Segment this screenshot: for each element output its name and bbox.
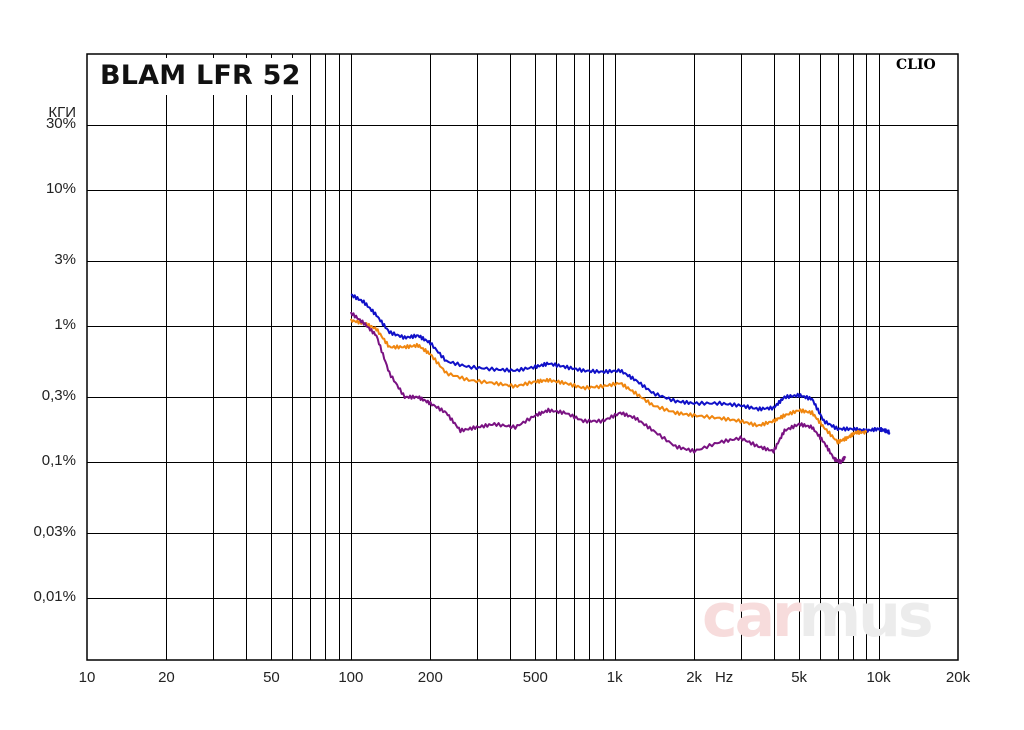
watermark: carmus xyxy=(702,586,934,646)
x-tick-label: 20 xyxy=(158,669,175,686)
y-tick-label: 0,3% xyxy=(41,387,76,405)
x-tick-label: 10 xyxy=(78,669,96,686)
x-tick-label: 5k xyxy=(791,669,808,686)
series-line-1 xyxy=(350,293,891,435)
x-tick-label: 50 xyxy=(263,669,280,686)
x-tick-label: 500 xyxy=(522,669,548,686)
brand-label: CLIO xyxy=(896,57,936,73)
y-tick-label: 30% xyxy=(45,115,76,133)
plot-frame xyxy=(86,53,959,661)
x-tick-label: 2k xyxy=(686,669,703,686)
x-tick-label: 100 xyxy=(338,669,364,686)
y-tick-label: 10% xyxy=(45,179,76,197)
grid xyxy=(87,54,958,660)
y-tick-label: 1% xyxy=(54,315,76,333)
x-tick-label: 200 xyxy=(417,669,443,686)
series-line-3 xyxy=(349,311,847,465)
series-group xyxy=(349,293,891,465)
watermark-part1: car xyxy=(702,581,802,651)
watermark-part2: mus xyxy=(798,581,934,651)
y-tick-label: 0,01% xyxy=(33,587,76,605)
series-line-2 xyxy=(349,318,868,445)
x-tick-label: 10k xyxy=(866,669,891,686)
y-tick-label: 0,03% xyxy=(33,523,76,541)
x-tick-label: 20k xyxy=(945,669,971,686)
plot-background xyxy=(87,54,958,660)
x-tick-label: 1k xyxy=(606,669,623,686)
y-tick-label: 0,1% xyxy=(41,451,76,469)
chart-title: BLAM LFR 52 xyxy=(92,58,309,95)
x-unit-label: Hz xyxy=(714,669,734,686)
y-axis-label: КГИ xyxy=(48,104,76,121)
y-tick-label: 3% xyxy=(54,251,76,269)
